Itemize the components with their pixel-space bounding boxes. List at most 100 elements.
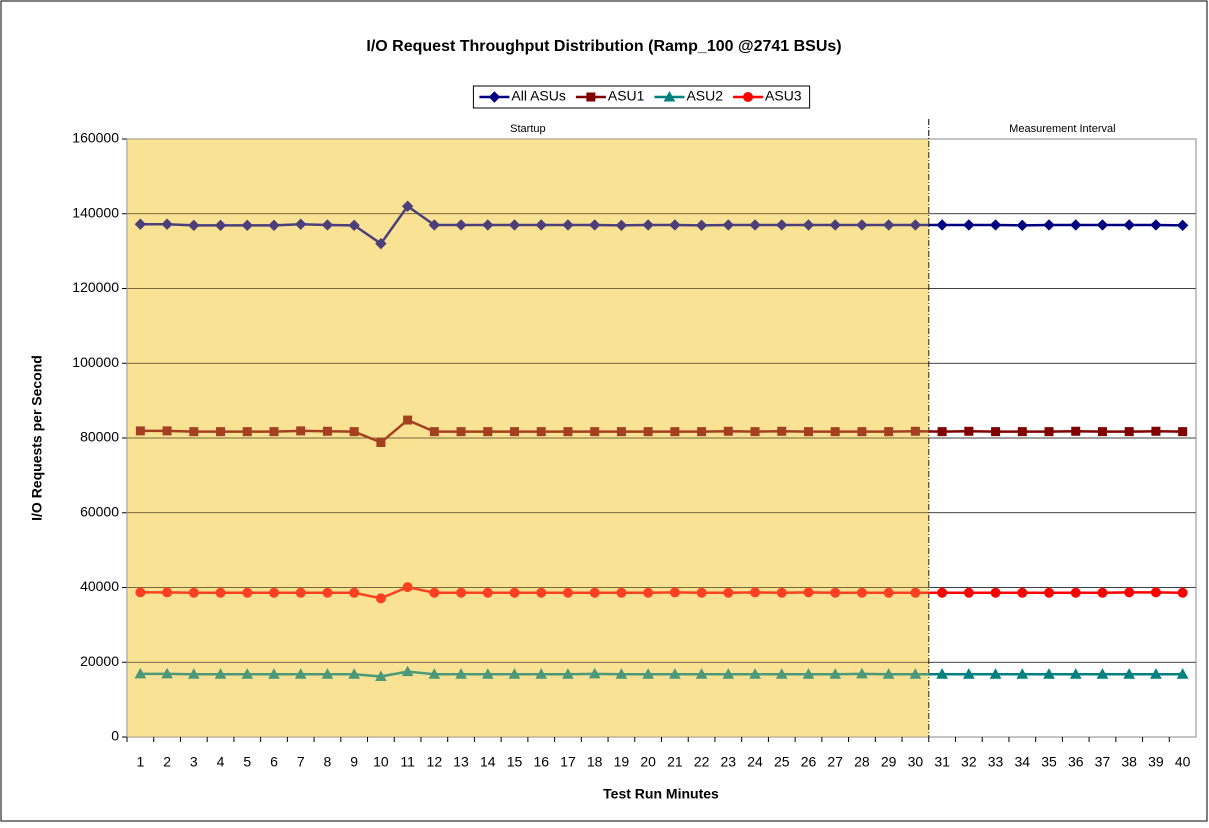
marker: [856, 219, 868, 231]
marker: [696, 587, 707, 598]
marker: [1097, 427, 1107, 437]
y-tick-label: 60000: [80, 503, 119, 519]
marker: [562, 219, 574, 231]
marker: [777, 426, 787, 436]
x-tick-label: 11: [400, 754, 415, 770]
marker: [508, 219, 521, 231]
marker: [643, 427, 653, 437]
marker: [884, 427, 894, 437]
marker: [162, 587, 173, 598]
marker: [322, 426, 332, 436]
legend-label: ASU1: [608, 88, 645, 104]
marker: [695, 668, 708, 679]
y-tick-label: 80000: [80, 429, 119, 445]
marker: [803, 587, 814, 598]
marker: [162, 426, 172, 436]
legend-item: ASU1: [575, 88, 645, 104]
marker: [743, 92, 754, 102]
marker: [723, 426, 733, 436]
marker: [642, 219, 654, 231]
marker: [322, 587, 333, 598]
marker: [375, 670, 387, 681]
marker: [269, 427, 279, 437]
marker: [697, 427, 707, 437]
marker: [775, 668, 788, 679]
marker: [428, 668, 441, 679]
marker: [1096, 668, 1109, 679]
x-tick-label: 34: [1014, 754, 1030, 770]
marker: [616, 427, 626, 437]
marker: [830, 427, 840, 437]
marker: [642, 668, 654, 679]
x-tick-label: 16: [533, 754, 549, 770]
x-tick-label: 3: [190, 754, 198, 770]
marker: [670, 427, 680, 437]
marker: [216, 427, 226, 437]
x-tick-label: 36: [1068, 754, 1084, 770]
x-tick-label: 1: [136, 754, 144, 770]
x-tick-label: 23: [721, 754, 737, 770]
legend-label: ASU2: [686, 88, 723, 104]
marker: [188, 219, 200, 232]
x-tick-label: 8: [324, 754, 332, 770]
marker: [456, 587, 467, 598]
marker: [750, 427, 760, 437]
marker: [589, 587, 600, 598]
marker: [749, 219, 761, 231]
marker: [1017, 587, 1028, 598]
x-tick-label: 13: [453, 754, 469, 770]
legend: All ASUs ASU1 ASU2 ASU3: [472, 85, 811, 109]
marker: [749, 668, 761, 679]
marker: [722, 668, 735, 679]
marker: [349, 427, 359, 437]
marker: [669, 668, 681, 679]
marker: [296, 426, 306, 436]
marker: [348, 668, 361, 679]
marker: [536, 587, 547, 598]
marker: [1016, 668, 1029, 679]
marker: [488, 91, 501, 103]
x-tick-label: 19: [614, 754, 630, 770]
marker: [375, 237, 387, 250]
marker: [1150, 668, 1162, 679]
marker: [241, 668, 254, 679]
marker: [1123, 219, 1135, 231]
x-tick-label: 15: [507, 754, 523, 770]
marker: [375, 593, 386, 604]
marker: [616, 587, 627, 598]
marker: [586, 92, 596, 102]
x-tick-label: 9: [350, 754, 358, 770]
marker: [776, 587, 787, 598]
marker: [189, 427, 199, 437]
marker: [1176, 668, 1189, 679]
marker: [669, 219, 681, 231]
x-tick-label: 7: [297, 754, 305, 770]
legend-item: ASU3: [733, 88, 802, 104]
series-line: [140, 670, 1183, 678]
marker: [295, 218, 307, 230]
marker: [321, 668, 334, 679]
marker: [348, 219, 360, 232]
marker: [562, 668, 574, 679]
x-tick-label: 31: [934, 754, 950, 770]
marker: [563, 427, 573, 437]
marker: [402, 582, 413, 593]
marker: [1069, 668, 1082, 679]
x-tick-label: 22: [694, 754, 710, 770]
chart-title: I/O Request Throughput Distribution (Ram…: [366, 38, 841, 55]
x-tick-label: 39: [1148, 754, 1164, 770]
marker: [188, 587, 199, 598]
marker: [936, 668, 948, 679]
marker: [242, 587, 253, 598]
x-tick-label: 17: [560, 754, 576, 770]
marker: [1043, 668, 1055, 679]
x-tick-label: 14: [480, 754, 496, 770]
marker: [268, 587, 279, 598]
y-axis-label: I/O Requests per Second: [29, 355, 45, 521]
series-line: [140, 585, 1183, 600]
marker: [802, 668, 815, 679]
marker: [134, 667, 147, 679]
marker: [910, 587, 921, 598]
x-tick-label: 26: [801, 754, 817, 770]
marker: [909, 219, 922, 231]
